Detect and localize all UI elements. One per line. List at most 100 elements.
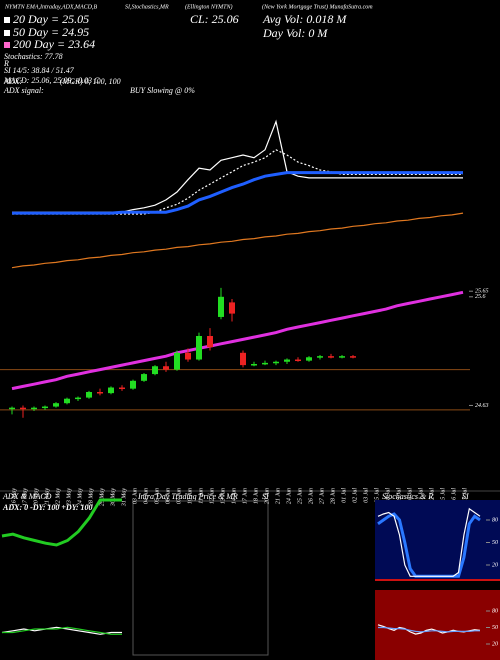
stoch-si: SI (462, 492, 469, 501)
candle-body (295, 359, 301, 362)
legend-entry: ADX: (3, 77, 23, 86)
x-tick-label: 29 May (99, 488, 105, 506)
candle-body (53, 403, 59, 407)
candle-body (273, 361, 279, 364)
panel-background (375, 500, 500, 580)
x-tick-label: 04 Jun (142, 488, 149, 504)
series-line (377, 507, 481, 577)
close: CL: 25.06 (190, 12, 239, 26)
legend-entry: 200 Day = 23.64 (13, 37, 95, 51)
header-mid: SI,Stochastics,MR (125, 4, 169, 10)
adx-title: ADX & MACD (2, 492, 52, 501)
candle-body (75, 397, 81, 400)
x-tick-label: 20 May (33, 488, 39, 506)
legend-entry: SI 14/5: 38.84 / 51.47 (4, 66, 75, 75)
x-tick-label: 21 Jun (275, 488, 281, 504)
x-tick-label: 20 Jun (264, 488, 270, 504)
x-tick-label: 11 Jul (418, 488, 424, 503)
candle-body (9, 407, 15, 410)
legend-entry: 50 Day = 24.95 (13, 25, 89, 39)
x-tick-label: 22 May (55, 488, 61, 506)
x-tick-label: 17 Jun (242, 488, 248, 504)
candle-body (174, 352, 180, 370)
candle-body (240, 352, 246, 366)
x-tick-label: 10 Jul (407, 488, 413, 503)
x-tick-label: 27 Jun (319, 488, 325, 504)
series-line (12, 149, 463, 215)
x-tick-label: 15 Jul (440, 488, 446, 503)
legend-swatch (4, 17, 10, 23)
candle-body (119, 387, 125, 390)
legend-entry: ADX signal: (3, 86, 44, 95)
intraday-title: Intra Day Trading Price & MR (137, 492, 238, 501)
intraday-box (132, 500, 269, 656)
x-tick-label: 12 Jun (209, 488, 215, 504)
header-ticker: (Ellington NYMTN) (185, 3, 233, 10)
x-tick-label: 12 Jul (429, 488, 435, 503)
panel-background (375, 590, 500, 660)
series-line (1, 498, 122, 547)
candle-body (251, 364, 257, 366)
x-tick-label: 03 Jul (363, 488, 369, 503)
candle-body (328, 356, 334, 358)
candle-body (42, 406, 48, 409)
candle-body (207, 336, 213, 348)
legend-swatch (4, 30, 10, 36)
x-tick-label: 16 May (11, 488, 17, 506)
mgr: (MGR) 0, 100, 100 (60, 77, 121, 86)
day-vol: Day Vol: 0 M (262, 26, 328, 40)
candle-body (284, 359, 290, 362)
x-tick-label: 08 Jul (385, 488, 391, 503)
x-tick-label: 06 Jun (165, 488, 171, 504)
x-tick-label: 18 Jun (253, 488, 259, 504)
candle-body (31, 407, 37, 410)
series-line (378, 626, 480, 633)
x-tick-label: 13 Jun (220, 488, 226, 504)
stoch-title: Stochastics & R (382, 492, 433, 501)
x-tick-label: 25 Jun (297, 488, 303, 504)
x-tick-label: 07 Jun (176, 488, 182, 504)
candle-body (350, 356, 356, 358)
candle-body (196, 336, 202, 360)
legend-entry: Stochastics: 77.78 (4, 52, 63, 61)
series-line (2, 626, 122, 635)
candle-body (185, 352, 191, 360)
candle-body (262, 362, 268, 365)
candle-body (86, 392, 92, 398)
x-tick-label: 14 Jun (230, 488, 237, 504)
x-tick-label: 10 Jun (187, 488, 193, 504)
x-tick-label: 17 Jul (462, 488, 468, 503)
header-left: NYMTN EMA,Intraday,ADX,MACD,B (4, 4, 97, 10)
intraday-si: SI (262, 492, 269, 501)
adx-values: ADX: 0 -DY: 100 +DY: 100 (2, 503, 93, 512)
x-tick-label: 28 Jun (330, 488, 336, 504)
x-tick-label: 16 Jul (451, 488, 457, 503)
series-line (12, 171, 463, 215)
x-tick-label: 24 Jun (285, 488, 292, 504)
candle-body (339, 356, 345, 358)
y-tick-label: 80 (492, 517, 498, 523)
x-tick-label: 09 Jul (396, 488, 402, 503)
candle-body (97, 392, 103, 394)
x-tick-label: 21 May (44, 488, 50, 506)
x-tick-label: 30 May (110, 488, 116, 507)
header: NYMTN EMA,Intraday,ADX,MACD,B SI,Stochas… (0, 3, 500, 656)
y-tick-label: 25.6 (475, 294, 486, 300)
candle-body (64, 398, 70, 404)
series-line (11, 290, 464, 391)
candle-body (108, 387, 114, 394)
header-right: (New York Mortgage Trust) MunafaSutra.co… (262, 3, 373, 10)
signal: BUY Slowing @ 0% (130, 86, 195, 95)
candle-body (229, 302, 235, 314)
legend-entry: R (3, 59, 9, 68)
y-tick-label: 20 (492, 562, 498, 568)
candle-body (163, 366, 169, 370)
candle-body (317, 356, 323, 358)
candle-body (306, 357, 312, 361)
legend-entry: MACD: 25.06, 25.09, -0.03 C (3, 76, 100, 85)
x-tick-label: 02 Jul (352, 488, 358, 503)
x-tick-label: 01 Jul (341, 488, 347, 503)
x-tick-label: 28 May (88, 488, 94, 506)
x-tick-label: 05 Jun (154, 488, 160, 504)
